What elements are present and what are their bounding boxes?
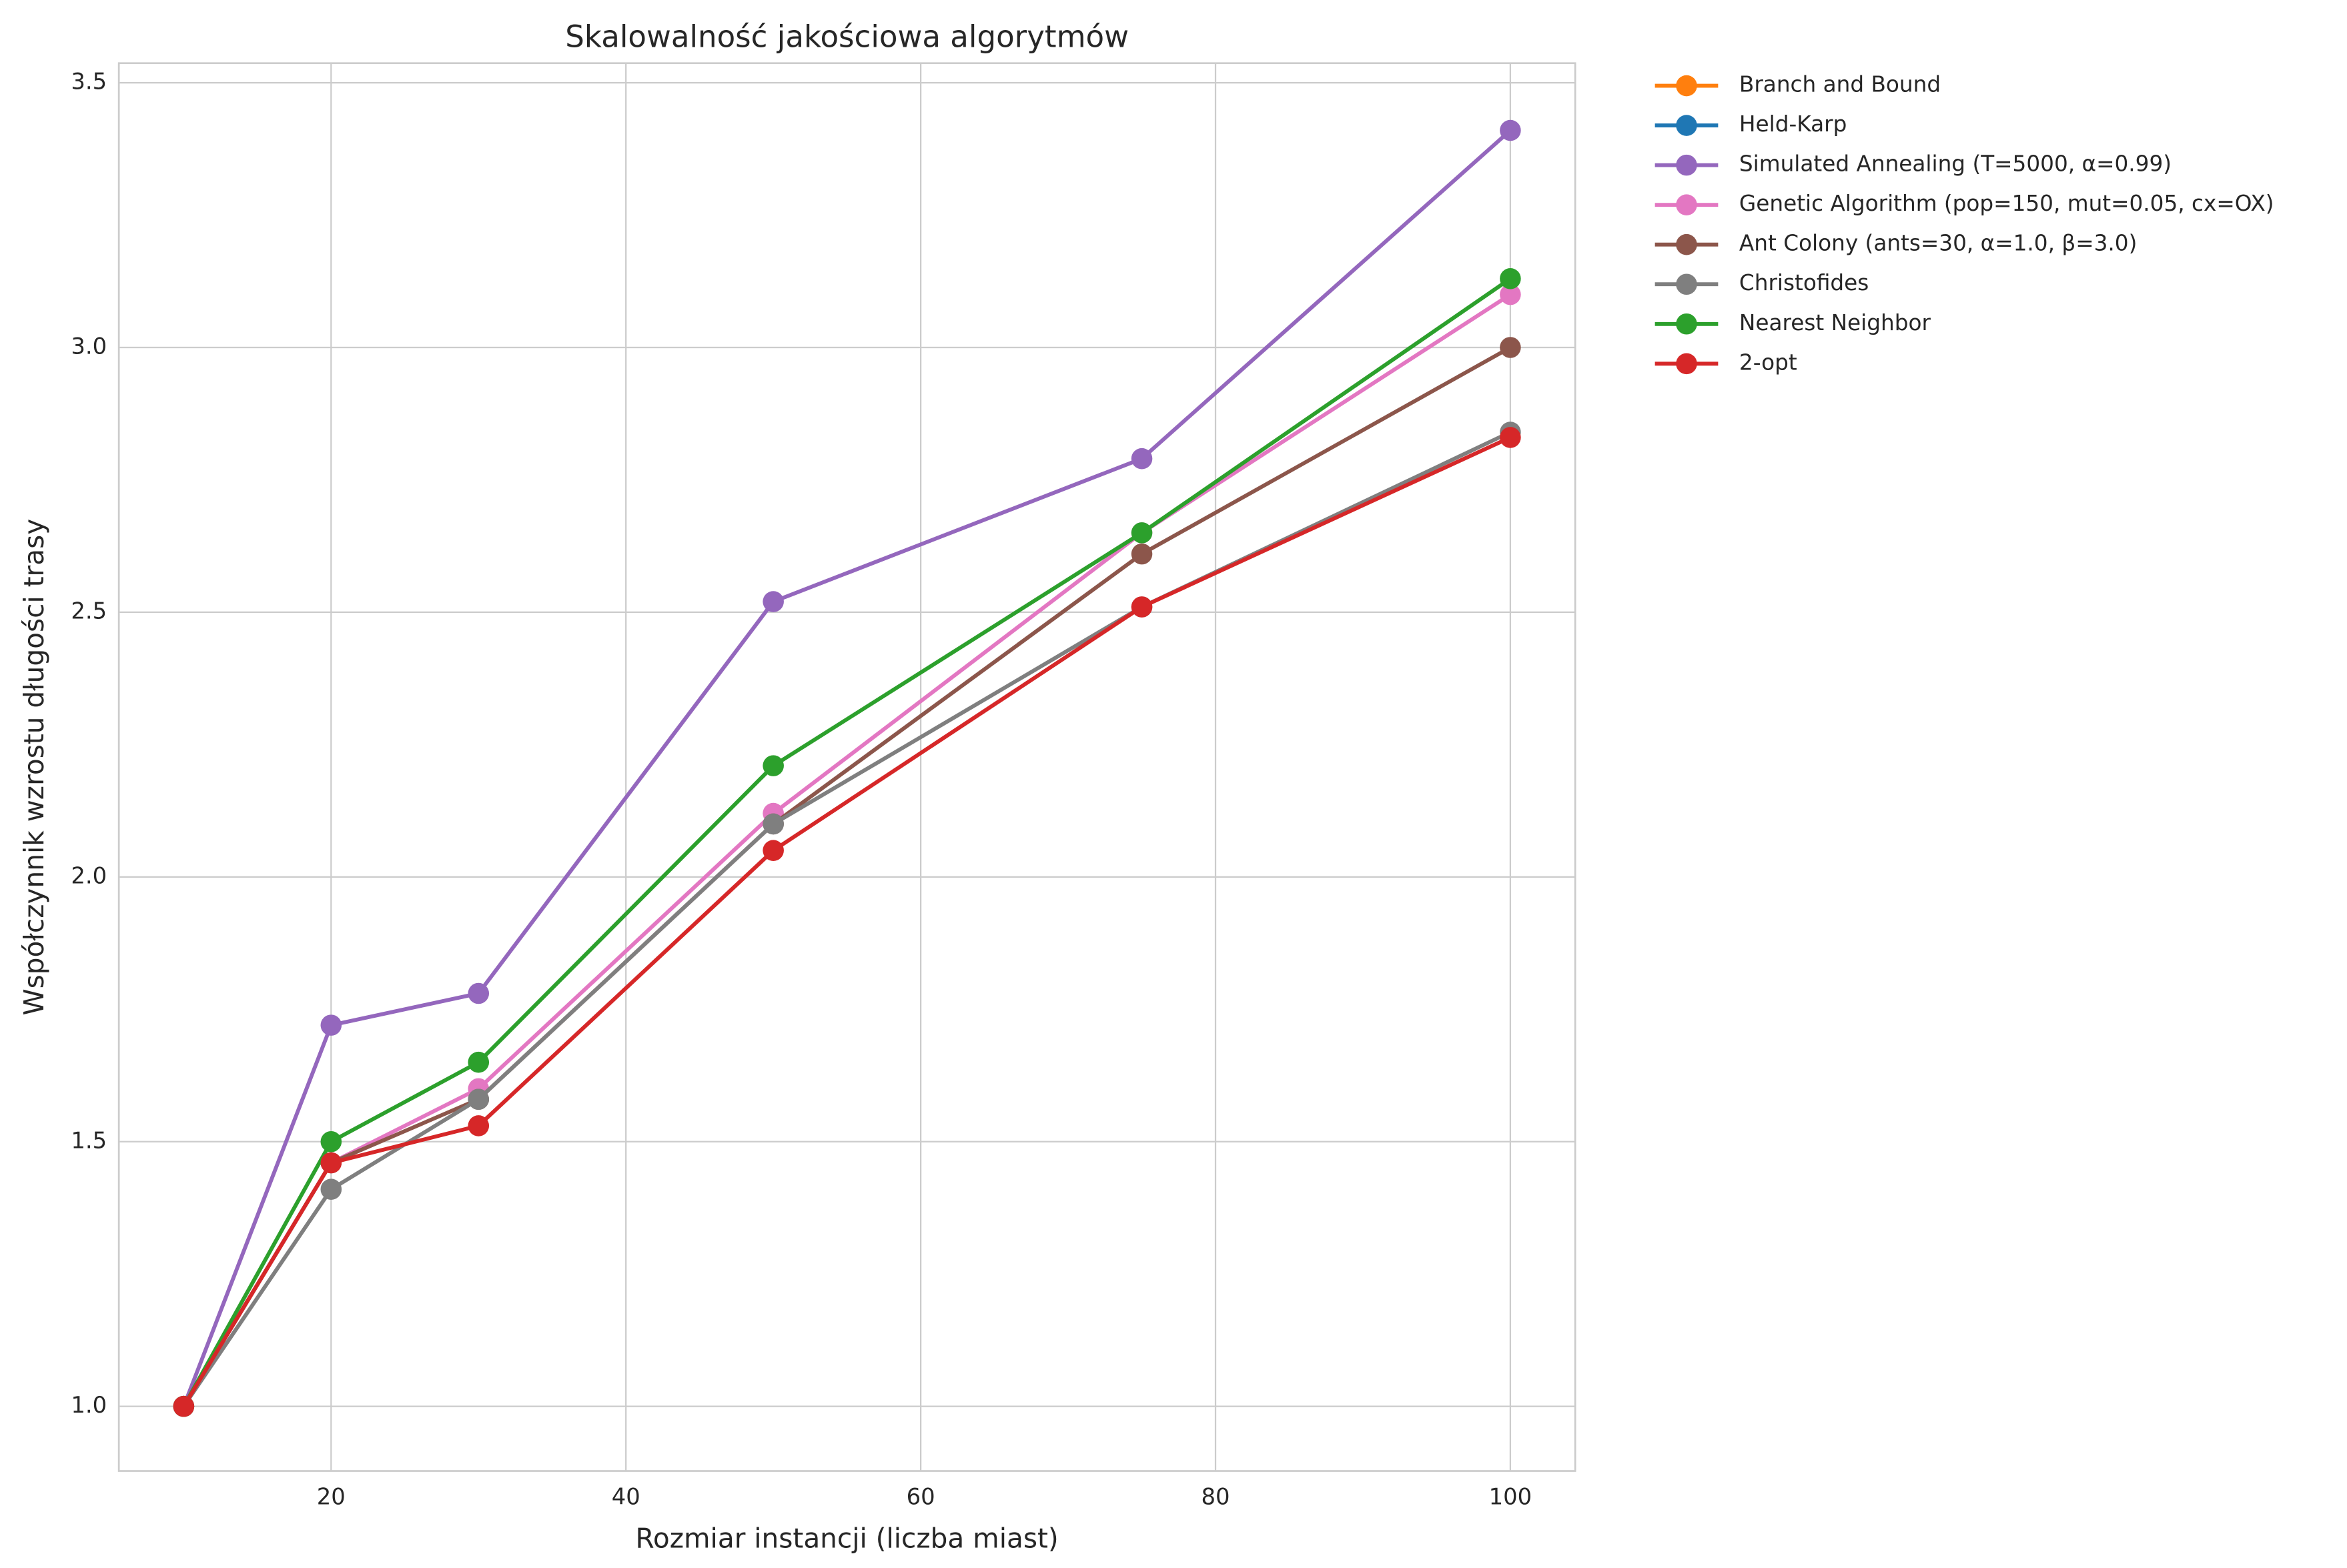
y-tick-label: 1.0 — [71, 1392, 107, 1418]
series-line — [181, 277, 1512, 1408]
chart-title: Skalowalność jakościowa algorytmów — [565, 19, 1129, 55]
data-point — [763, 813, 784, 835]
legend-marker — [1676, 313, 1697, 335]
data-point — [173, 1395, 195, 1417]
data-point — [1131, 522, 1153, 544]
legend-label: Nearest Neighbor — [1739, 310, 1931, 335]
legend-marker — [1676, 194, 1697, 215]
data-point — [1500, 283, 1521, 305]
x-tick-label: 80 — [1201, 1484, 1230, 1510]
data-point — [1500, 268, 1521, 289]
y-tick-label: 2.5 — [71, 598, 107, 624]
x-tick-label: 20 — [317, 1484, 346, 1510]
data-point — [1131, 448, 1153, 470]
y-tick-label: 2.0 — [71, 862, 107, 888]
legend-marker — [1676, 353, 1697, 375]
data-point — [1500, 119, 1521, 141]
legend-marker — [1676, 75, 1697, 97]
data-point — [468, 1051, 490, 1073]
data-point — [1131, 543, 1153, 565]
legend-label: Genetic Algorithm (pop=150, mut=0.05, cx… — [1739, 191, 2274, 216]
legend-label: Held-Karp — [1739, 111, 1847, 137]
legend-marker — [1676, 154, 1697, 176]
series-line — [181, 293, 1512, 1408]
plot-frame — [117, 62, 1576, 1472]
data-point — [1500, 427, 1521, 448]
data-point — [320, 1130, 342, 1152]
y-tick-label: 3.5 — [71, 69, 107, 95]
data-point — [320, 1179, 342, 1200]
data-point — [763, 755, 784, 776]
legend-label: Branch and Bound — [1739, 72, 1941, 97]
x-tick-label: 40 — [612, 1484, 640, 1510]
x-tick-label: 100 — [1489, 1484, 1532, 1510]
series-line — [181, 436, 1512, 1408]
legend-label: Simulated Annealing (T=5000, α=0.99) — [1739, 151, 2172, 177]
data-point — [1500, 337, 1521, 358]
y-axis-label: Współczynnik wzrostu długości trasy — [18, 519, 50, 1016]
series-line — [181, 129, 1512, 1407]
legend-marker — [1676, 233, 1697, 255]
series-line — [181, 430, 1512, 1408]
legend-marker — [1676, 115, 1697, 136]
data-point — [320, 1152, 342, 1174]
y-tick-label: 1.5 — [71, 1127, 107, 1153]
data-point — [320, 1014, 342, 1036]
x-tick-label: 60 — [907, 1484, 935, 1510]
legend-marker — [1676, 273, 1697, 295]
data-point — [468, 982, 490, 1004]
legend-label: 2-opt — [1739, 349, 1797, 375]
y-tick-label: 3.0 — [71, 333, 107, 359]
data-point — [763, 840, 784, 861]
legend-label: Ant Colony (ants=30, α=1.0, β=3.0) — [1739, 231, 2137, 256]
x-axis-label: Rozmiar instancji (liczba miast) — [636, 1522, 1059, 1554]
data-point — [468, 1088, 490, 1110]
data-point — [763, 591, 784, 612]
data-point — [468, 1115, 490, 1136]
data-point — [1131, 596, 1153, 618]
legend-label: Christofides — [1739, 270, 1869, 295]
